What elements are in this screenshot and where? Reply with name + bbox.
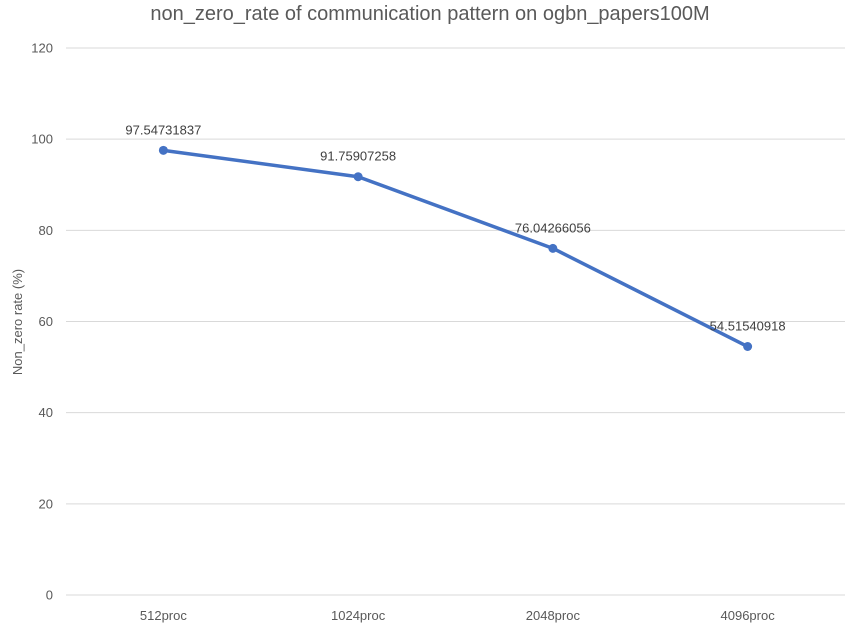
x-tick-label: 1024proc bbox=[331, 608, 386, 623]
data-point bbox=[743, 342, 753, 352]
data-point bbox=[548, 243, 558, 253]
y-axis-ticks: 0 20 40 60 80 100 120 bbox=[31, 41, 53, 603]
x-tick-label: 4096proc bbox=[721, 608, 776, 623]
data-label: 76.04266056 bbox=[515, 220, 591, 235]
gridlines bbox=[66, 47, 845, 596]
y-tick-label: 20 bbox=[39, 496, 53, 511]
data-label: 97.54731837 bbox=[125, 122, 201, 137]
y-tick-label: 60 bbox=[39, 314, 53, 329]
y-tick-label: 80 bbox=[39, 223, 53, 238]
data-point bbox=[353, 172, 363, 182]
data-labels: 97.54731837 91.75907258 76.04266056 54.5154… bbox=[125, 122, 785, 333]
y-tick-label: 100 bbox=[31, 132, 53, 147]
series-line bbox=[161, 148, 750, 349]
x-tick-label: 2048proc bbox=[526, 608, 581, 623]
x-axis-ticks: 512proc 1024proc 2048proc 4096proc bbox=[140, 608, 775, 623]
data-label: 91.75907258 bbox=[320, 149, 396, 164]
y-tick-label: 120 bbox=[31, 41, 53, 56]
series bbox=[158, 145, 753, 352]
y-axis-title: Non_zero rate (%) bbox=[10, 269, 25, 375]
y-tick-label: 0 bbox=[46, 588, 53, 603]
data-label: 54.51540918 bbox=[710, 319, 786, 334]
x-tick-label: 512proc bbox=[140, 608, 187, 623]
y-tick-label: 40 bbox=[39, 405, 53, 420]
data-point bbox=[158, 145, 168, 155]
chart-title: non_zero_rate of communication pattern o… bbox=[150, 3, 709, 25]
